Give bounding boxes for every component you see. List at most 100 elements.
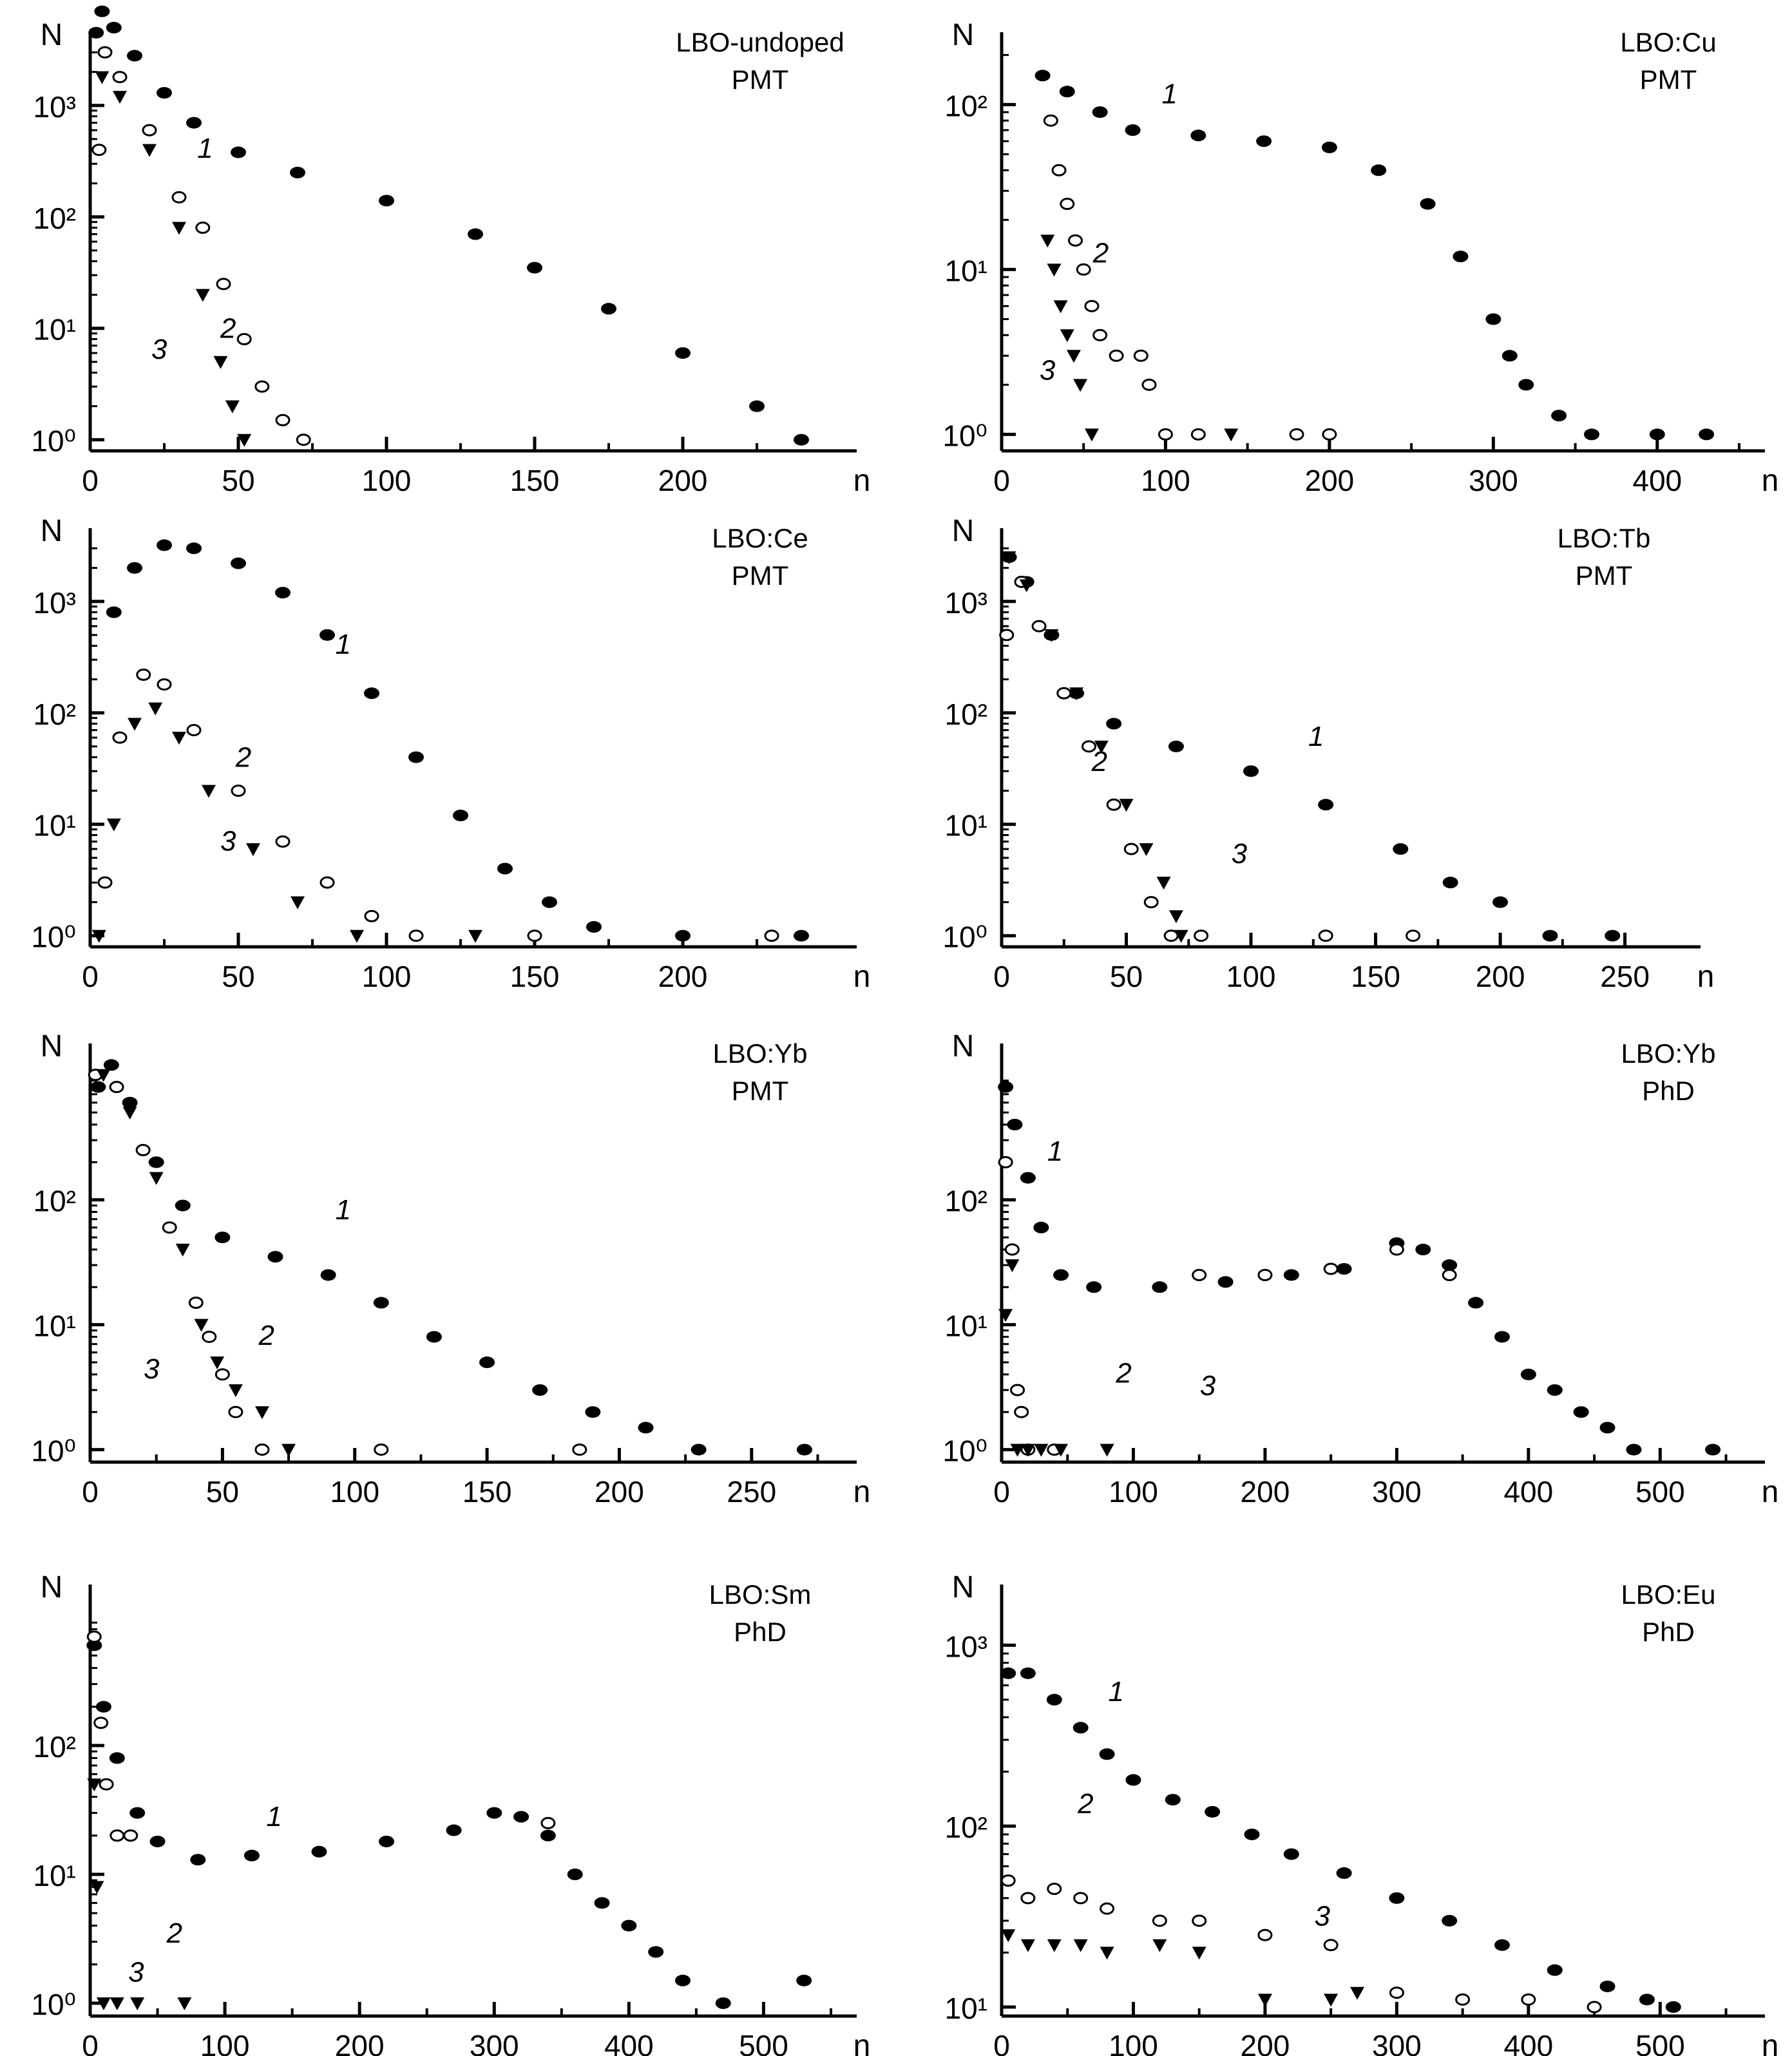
curve-label-3: 3	[144, 1353, 160, 1385]
y-tick-label: 10²	[945, 698, 987, 731]
data-point	[1551, 410, 1567, 422]
x-tick-label: 100	[1226, 960, 1276, 993]
panel-title: LBO:Tb	[1558, 523, 1651, 553]
data-point	[1133, 349, 1149, 362]
x-tick-label: 150	[510, 464, 560, 497]
data-point	[1494, 1331, 1510, 1343]
series-3	[1001, 1929, 1365, 2007]
data-point	[1020, 1443, 1035, 1457]
data-point	[97, 46, 113, 59]
data-point	[267, 1251, 283, 1263]
data-point	[1047, 1939, 1062, 1952]
data-point	[1165, 1794, 1181, 1806]
data-point	[1599, 1422, 1616, 1434]
y-tick-label: 10¹	[33, 313, 76, 347]
panel-subtitle: PMT	[732, 64, 789, 95]
data-point	[1626, 1443, 1642, 1456]
series-2	[999, 575, 1421, 942]
data-point	[1442, 1259, 1458, 1271]
data-point	[1371, 164, 1387, 176]
data-point	[1033, 1221, 1049, 1233]
data-point	[540, 1816, 556, 1829]
data-point	[1190, 428, 1206, 441]
y-tick-label: 10²	[945, 89, 987, 122]
data-point	[1002, 551, 1016, 564]
data-point	[95, 1700, 111, 1713]
data-point	[648, 1946, 664, 1958]
y-tick-label: 10²	[33, 1730, 76, 1764]
data-point	[149, 1172, 164, 1185]
panel-subtitle: PhD	[1642, 1076, 1695, 1106]
data-point	[1699, 428, 1715, 441]
data-point	[1521, 1993, 1536, 2006]
y-tick-label: 10⁰	[942, 419, 987, 452]
data-point	[1389, 1243, 1404, 1256]
data-point	[1442, 877, 1458, 889]
data-point	[1094, 740, 1109, 754]
x-tick-label: 100	[200, 2029, 250, 2056]
x-axis-symbol: n	[1762, 2029, 1779, 2056]
data-point	[148, 1156, 164, 1168]
curve-label-3: 3	[1232, 838, 1248, 870]
data-point	[479, 1356, 495, 1369]
data-point	[999, 629, 1015, 642]
data-point	[1000, 1667, 1016, 1679]
x-tick-label: 100	[362, 960, 412, 993]
data-point	[621, 1919, 637, 1932]
panel-title: LBO:Yb	[1621, 1038, 1715, 1069]
series-3	[95, 71, 252, 447]
x-axis-symbol: n	[853, 1475, 871, 1509]
data-point	[1109, 349, 1124, 362]
data-point	[796, 1443, 812, 1456]
x-tick-label: 200	[658, 960, 708, 993]
x-tick-label: 0	[993, 464, 1010, 497]
data-point	[1455, 1993, 1471, 2006]
data-point	[319, 876, 335, 889]
data-point	[91, 929, 106, 943]
x-tick-label: 250	[727, 1475, 776, 1509]
data-point	[127, 50, 142, 62]
data-point	[186, 542, 202, 555]
data-point	[1322, 428, 1337, 441]
data-point	[86, 1639, 102, 1651]
x-tick-label: 400	[1632, 464, 1682, 497]
panel-title: LBO:Cu	[1620, 27, 1716, 57]
data-point	[90, 1081, 106, 1093]
y-tick-label: 10²	[945, 1185, 987, 1218]
data-point	[1000, 1874, 1016, 1887]
curve-label-3: 3	[128, 1956, 144, 1988]
data-point	[1053, 1269, 1069, 1281]
data-point	[96, 1069, 111, 1082]
series-3	[1040, 234, 1239, 442]
data-point	[1123, 842, 1139, 855]
data-point	[675, 929, 691, 942]
data-point	[1168, 740, 1184, 752]
x-axis-symbol: n	[1697, 960, 1715, 994]
data-point	[1518, 379, 1534, 391]
data-point	[1076, 263, 1091, 276]
data-point	[1007, 1118, 1023, 1130]
series-2	[998, 1156, 1457, 1456]
x-tick-label: 50	[1110, 960, 1143, 993]
panel-subtitle: PMT	[1576, 560, 1633, 591]
curve-label-3: 3	[151, 334, 167, 365]
data-point	[112, 731, 128, 744]
x-tick-label: 200	[1305, 464, 1355, 497]
data-point	[136, 669, 151, 681]
x-axis-symbol: n	[1762, 464, 1779, 498]
data-point	[1152, 1939, 1167, 1952]
data-point	[1014, 1405, 1029, 1418]
x-tick-label: 0	[993, 2029, 1010, 2056]
data-point	[586, 921, 602, 933]
data-point	[675, 1974, 691, 1986]
curve-label-2: 2	[1091, 746, 1107, 777]
data-point	[106, 606, 122, 618]
data-point	[225, 400, 240, 414]
x-tick-label: 400	[1503, 2029, 1553, 2056]
x-tick-label: 300	[470, 2029, 519, 2056]
y-axis-symbol: N	[41, 514, 63, 548]
y-tick-label: 10³	[33, 90, 76, 124]
data-point	[1542, 929, 1558, 942]
data-point	[1665, 2001, 1681, 2013]
data-point	[408, 751, 424, 763]
